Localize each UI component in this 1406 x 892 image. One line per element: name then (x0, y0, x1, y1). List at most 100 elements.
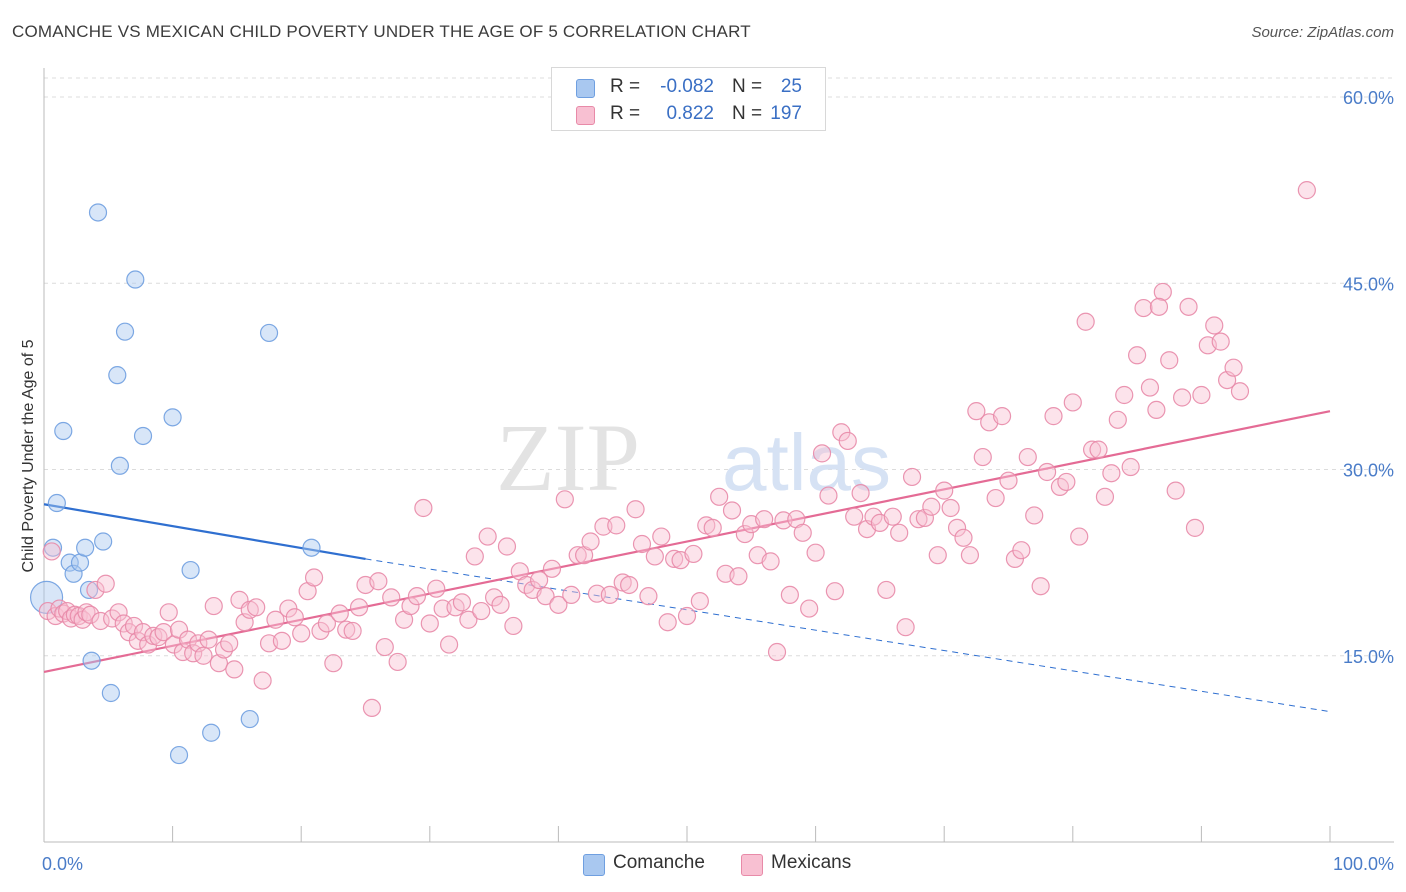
legend-r-value: -0.082 (660, 76, 714, 97)
mexicans-point (1076, 312, 1095, 331)
mexicans-point (986, 488, 1005, 508)
mexicans-point (439, 635, 459, 654)
mexicans-point (530, 570, 549, 590)
mexicans-point (594, 517, 613, 536)
mexicans-point (465, 547, 484, 566)
mexicans-point (1070, 527, 1089, 546)
mexicans-point (652, 527, 671, 546)
mexicans-point (677, 606, 697, 626)
legend-n-label: N = (732, 76, 763, 97)
mexicans-point (845, 507, 864, 526)
mexicans-point (253, 671, 272, 690)
y-tick-label: 30.0% (1343, 461, 1394, 481)
mexicans-point (1166, 481, 1185, 500)
mexicans-point (922, 497, 941, 516)
y-tick-label: 45.0% (1343, 274, 1394, 294)
mexicans-point (1082, 440, 1102, 459)
legend-r-label: R = (610, 103, 641, 124)
mexicans-point (883, 507, 902, 526)
mexicans-point (1063, 393, 1082, 412)
series-legend: Comanche Mexicans (0, 852, 1406, 878)
mexicans-point (1205, 316, 1224, 335)
mexicans-point (1102, 464, 1121, 483)
comanche-point (79, 580, 99, 600)
mexicans-point (420, 614, 439, 633)
mexicans-point (684, 544, 703, 564)
mexicans-point (1179, 297, 1198, 316)
mexicans-point (225, 660, 244, 679)
mexicans-point (890, 523, 909, 542)
mexicans-point (1140, 378, 1160, 397)
mexicans-point (159, 603, 178, 622)
comanche-point (259, 323, 279, 343)
mexicans-point (658, 613, 677, 632)
legend-swatch-mexicans (576, 106, 595, 125)
mexicans-point (690, 592, 709, 611)
legend-n-label: N = (732, 103, 763, 124)
legend-r-label: R = (610, 76, 641, 97)
mexicans-point (1134, 298, 1153, 318)
mexicans-point (1025, 506, 1044, 525)
comanche-point (47, 493, 66, 513)
comanche-trend-extension (365, 558, 1331, 713)
mexicans-point (1153, 282, 1172, 302)
mexicans-point (478, 527, 497, 546)
mexicans-point (587, 584, 607, 603)
mexicans-point (774, 511, 793, 530)
mexicans-point (999, 471, 1018, 490)
mexicans-point (973, 447, 992, 467)
mexicans-point (1185, 518, 1205, 537)
mexicans-point (1057, 472, 1076, 492)
legend-label-mexicans: Mexicans (771, 852, 852, 873)
correlation-legend: R = -0.082 N = 25 R = 0.822 N = 197 (551, 67, 826, 131)
mexicans-point (388, 652, 407, 672)
mexicans-point (504, 616, 523, 636)
legend-swatch-mexicans (741, 854, 763, 876)
mexicans-point (433, 599, 452, 618)
x-tick-label: 100.0% (1333, 854, 1394, 874)
mexicans-point (632, 534, 652, 554)
mexicans-point (81, 605, 100, 624)
mexicans-point (568, 546, 587, 565)
comanche-point (133, 426, 153, 446)
mexicans-point (109, 603, 128, 622)
mexicans-point (1031, 577, 1050, 596)
comanche-point (163, 408, 182, 427)
mexicans-trend-line (43, 410, 1331, 673)
comanche-point (181, 560, 200, 580)
mexicans-point (199, 630, 218, 649)
mexicans-point (626, 500, 645, 519)
mexicans-point (877, 580, 896, 600)
mexicans-point (1224, 358, 1243, 377)
mexicans-point (607, 516, 626, 535)
mexicans-point (407, 587, 427, 606)
comanche-point (60, 553, 79, 572)
comanche-point (126, 270, 145, 289)
comanche-point (240, 709, 259, 729)
mexicans-point (1089, 440, 1108, 459)
mexicans-point (1147, 400, 1166, 419)
mexicans-point (838, 431, 857, 451)
mexicans-point (1108, 410, 1127, 429)
mexicans-point (304, 568, 324, 587)
mexicans-point (710, 487, 729, 506)
mexicans-point (645, 547, 664, 566)
legend-row-comanche: R = -0.082 N = 25 (552, 74, 825, 102)
comanche-point (88, 203, 108, 222)
mexicans-point (992, 407, 1012, 426)
mexicans-point (639, 587, 658, 606)
mexicans-point (819, 486, 838, 505)
mexicans-point (178, 630, 198, 649)
mexicans-point (491, 595, 510, 614)
mexicans-point (91, 611, 110, 631)
mexicans-point (581, 532, 600, 551)
mexicans-point (343, 621, 362, 641)
mexicans-point (896, 618, 915, 637)
mexicans-point (947, 518, 967, 537)
mexicans-point (542, 559, 562, 578)
mexicans-point (960, 546, 980, 565)
mexicans-point (1044, 407, 1063, 426)
legend-r-value: 0.822 (666, 103, 714, 124)
mexicans-point (42, 542, 61, 561)
